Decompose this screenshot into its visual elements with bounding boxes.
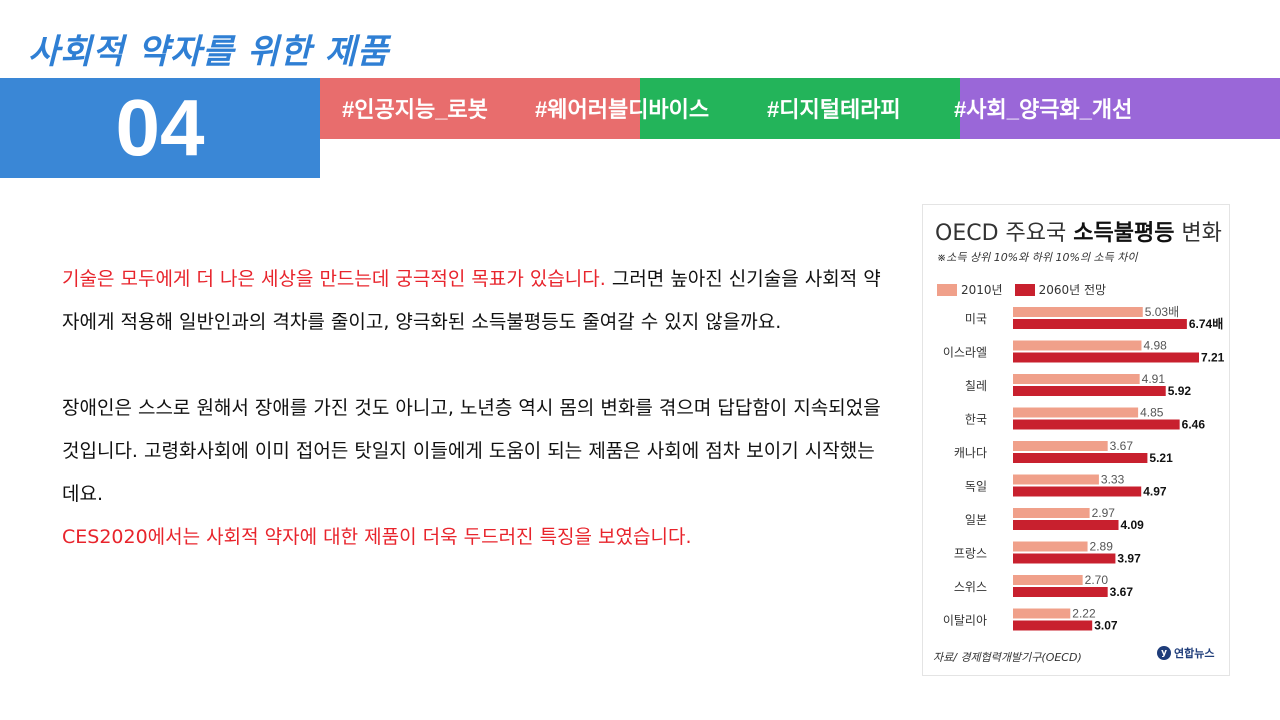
data-label: 3.67 [1110,439,1134,453]
data-label: 4.85 [1140,406,1164,420]
data-label: 4.09 [1121,518,1145,532]
paragraph-2: 장애인은 스스로 원해서 장애를 가진 것도 아니고, 노년층 역시 몸의 변화… [62,397,881,505]
category-label: 한국 [965,413,987,427]
chart-legend: 2010년 2060년 전망 [937,281,1106,298]
bar-2060 [1013,352,1199,363]
category-label: 캐나다 [954,446,987,460]
bar-2060 [1013,453,1148,463]
chart-subtitle: ※소득 상위 10%와 하위 10%의 소득 차이 [937,251,1138,264]
bar-2010 [1013,374,1140,384]
tag-band-green [640,78,960,139]
data-label: 5.92 [1168,384,1192,398]
data-label: 7.21 [1201,351,1225,365]
data-label: 6.46 [1182,418,1206,432]
bar-2010 [1013,307,1143,317]
data-label: 4.91 [1142,372,1166,386]
body-text: 기술은 모두에게 더 나은 세상을 만드는데 궁극적인 목표가 있습니다. 그러… [62,258,892,559]
category-label: 프랑스 [954,547,987,561]
bar-2010 [1013,508,1090,518]
bar-2060 [1013,486,1142,497]
bar-2010 [1013,407,1139,418]
bar-2060 [1013,520,1119,530]
bar-2060 [1013,419,1180,430]
category-label: 미국 [965,312,987,326]
tag-wearable-device: #웨어러블디바이스 [535,97,710,122]
data-label: 3.07 [1094,619,1118,633]
data-label: 4.98 [1143,339,1167,353]
tag-band-red [320,78,640,139]
bar-2010 [1013,474,1099,485]
tag-band-purple [960,78,1280,139]
category-label: 일본 [965,513,987,527]
legend-swatch-2060 [1014,283,1035,296]
category-label: 스위스 [954,580,987,594]
data-label: 3.33 [1101,473,1125,487]
inequality-chart: OECD 주요국 소득불평등 변화 ※소득 상위 10%와 하위 10%의 소득… [922,204,1230,676]
category-label: 칠레 [965,379,987,393]
tag-digital-therapy: #디지털테라피 [767,97,901,122]
data-label: 2.89 [1090,540,1114,554]
bar-2010 [1013,340,1142,351]
legend-swatch-2010 [937,283,957,296]
data-label: 3.67 [1110,585,1134,599]
data-label: 2.70 [1085,573,1109,587]
category-label: 이탈리아 [943,614,987,628]
data-label: 5.21 [1149,451,1173,465]
bar-2010 [1013,575,1083,585]
data-label: 3.97 [1117,552,1141,566]
legend-item-2060: 2060년 전망 [1014,281,1106,298]
category-label: 독일 [965,480,987,494]
bar-2010 [1013,541,1088,552]
yonhap-logo: y 연합뉴스 [1157,645,1214,661]
paragraph-1-highlight: 기술은 모두에게 더 나은 세상을 만드는데 궁극적인 목표가 있습니다. [62,268,606,290]
yonhap-logo-icon: y [1157,646,1171,660]
data-label: 4.97 [1143,485,1167,499]
bar-2060 [1013,553,1116,564]
legend-item-2010: 2010년 [937,281,1003,298]
data-label: 6.74배 [1189,316,1223,331]
tag-polarization-improvement: #사회_양극화_개선 [954,97,1133,122]
chart-source: 자료/ 경제협력개발기구(OECD) [933,651,1082,664]
section-number: 04 [0,78,320,178]
data-label: 5.03배 [1145,305,1179,319]
paragraph-1-rest: 그러면 높아진 신기술을 사회적 약자에게 적용해 일반인과의 격차를 줄이고,… [62,268,881,333]
bar-2010 [1013,441,1108,451]
paragraph-3-highlight: CES2020에서는 사회적 약자에 대한 제품이 더욱 두드러진 특징을 보였… [62,526,692,548]
bar-2060 [1013,587,1108,597]
chart-title: OECD 주요국 소득불평등 변화 [935,221,1222,246]
bar-2010 [1013,608,1071,619]
data-label: 2.97 [1092,506,1116,520]
bar-2060 [1013,319,1187,329]
tag-ai-robot: #인공지능_로봇 [342,97,488,122]
bar-2060 [1013,620,1093,631]
paragraph-1: 기술은 모두에게 더 나은 세상을 만드는데 궁극적인 목표가 있습니다. 그러… [62,258,892,344]
bar-2060 [1013,386,1166,396]
slide-title: 사회적 약자를 위한 제품 [28,32,390,72]
data-label: 2.22 [1072,607,1096,621]
category-label: 이스라엘 [943,346,987,360]
